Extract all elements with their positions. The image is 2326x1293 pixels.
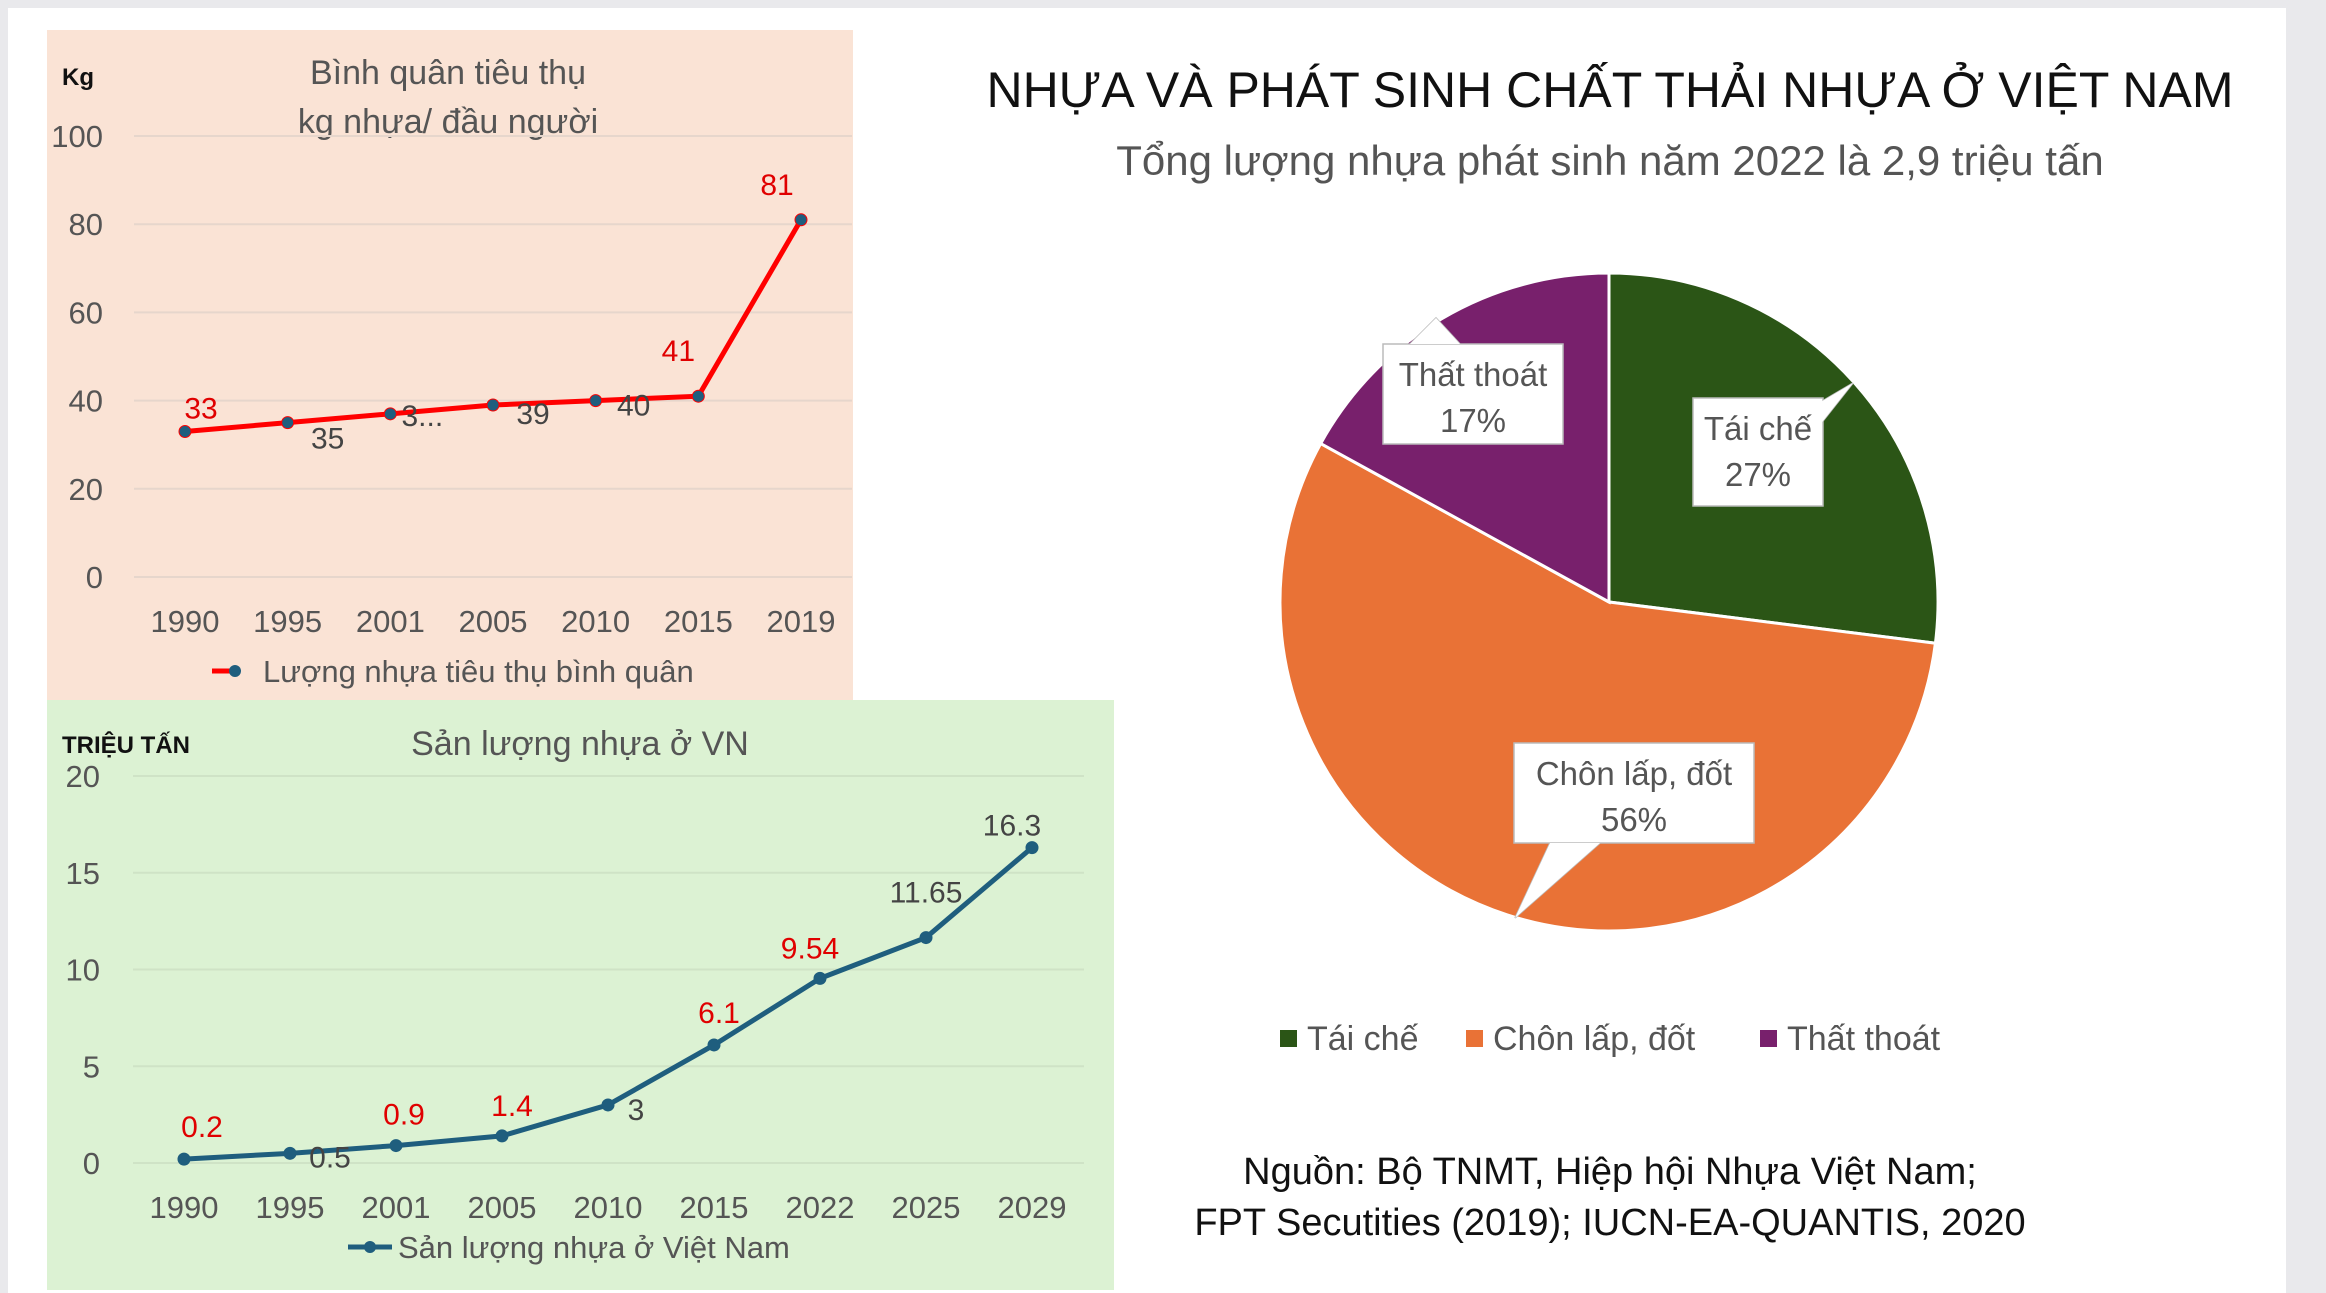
consumption-data-label: 35 <box>311 423 344 456</box>
consumption-data-point <box>486 398 500 412</box>
consumption-title-line2: kg nhựa/ đầu người <box>298 103 598 141</box>
consumption-x-tick-label: 1990 <box>151 604 220 639</box>
consumption-x-tick-label: 2010 <box>561 604 630 639</box>
consumption-data-label: 41 <box>662 335 695 368</box>
pie-callout-box <box>1513 742 1755 844</box>
consumption-data-label: 33 <box>184 392 217 425</box>
consumption-data-point <box>383 407 397 421</box>
consumption-y-tick-label: 80 <box>69 207 103 242</box>
consumption-y-tick-label: 60 <box>69 295 103 330</box>
callout-pointer-fill <box>1515 843 1600 918</box>
source-line-2: FPT Secutities (2019); IUCN-EA-QUANTIS, … <box>1194 1202 2025 1244</box>
production-title: Sản lượng nhựa ở VN <box>411 725 749 763</box>
pie-legend-label: Chôn lấp, đốt <box>1493 1020 1696 1058</box>
main-title: NHỰA VÀ PHÁT SINH CHẤT THẢI NHỰA Ở VIỆT … <box>986 61 2233 118</box>
production-x-tick-label: 1990 <box>150 1190 219 1225</box>
consumption-y-unit: Kg <box>62 64 94 91</box>
consumption-data-label: 39 <box>516 398 549 431</box>
production-chart-bg <box>47 700 1114 1290</box>
production-data-point <box>707 1038 721 1052</box>
pie-callout-box <box>1382 343 1564 445</box>
production-data-label: 16.3 <box>983 810 1041 843</box>
production-y-unit: TRIỆU TẤN <box>62 731 190 759</box>
production-y-tick-label: 0 <box>83 1146 100 1181</box>
callout-pointer-fill <box>1790 383 1853 440</box>
production-data-label: 1.4 <box>491 1090 533 1123</box>
pie-legend-label: Thất thoát <box>1787 1020 1941 1058</box>
consumption-data-point <box>281 416 295 430</box>
production-data-label: 9.54 <box>781 932 839 965</box>
production-data-label: 0.2 <box>181 1111 223 1144</box>
pie-callout-percent: 27% <box>1725 456 1791 493</box>
production-x-tick-label: 2001 <box>362 1190 431 1225</box>
consumption-y-tick-label: 20 <box>69 472 103 507</box>
pie-legend-swatch <box>1466 1030 1483 1047</box>
consumption-x-tick-label: 1995 <box>253 604 322 639</box>
production-data-point <box>389 1139 403 1153</box>
production-data-point <box>1025 841 1039 855</box>
consumption-data-point <box>178 424 192 438</box>
production-legend-marker <box>364 1241 376 1253</box>
pie-callout-name: Chôn lấp, đốt <box>1536 755 1732 792</box>
production-x-tick-label: 2025 <box>892 1190 961 1225</box>
production-y-tick-label: 10 <box>66 953 100 988</box>
pie-callout-percent: 17% <box>1440 402 1506 439</box>
consumption-chart: Kg Bình quân tiêu thụ kg nhựa/ đầu người… <box>51 54 852 689</box>
production-x-tick-label: 2022 <box>786 1190 855 1225</box>
production-data-point <box>283 1146 297 1160</box>
consumption-x-tick-label: 2015 <box>664 604 733 639</box>
production-chart: TRIỆU TẤN Sản lượng nhựa ở VN Sản lượng … <box>62 725 1084 1265</box>
production-legend-label: Sản lượng nhựa ở Việt Nam <box>398 1230 790 1265</box>
consumption-data-label: 81 <box>760 169 793 202</box>
consumption-title-line1: Bình quân tiêu thụ <box>310 54 586 92</box>
production-data-label: 0.9 <box>383 1099 425 1132</box>
pie-legend-swatch <box>1280 1030 1297 1047</box>
pie-callout-percent: 56% <box>1601 801 1667 838</box>
consumption-data-point <box>589 394 603 408</box>
consumption-legend-label: Lượng nhựa tiêu thụ bình quân <box>263 654 694 689</box>
pie-title: Tổng lượng nhựa phát sinh năm 2022 là 2,… <box>1116 137 2103 184</box>
callout-pointer-fill <box>1410 318 1460 344</box>
pie-legend-label: Tái chế <box>1307 1020 1419 1058</box>
consumption-legend-marker <box>229 665 241 677</box>
consumption-x-tick-label: 2019 <box>767 604 836 639</box>
production-data-point <box>601 1098 615 1112</box>
pie-slice-2 <box>1278 441 1938 933</box>
production-y-tick-label: 20 <box>66 759 100 794</box>
production-data-label: 0.5 <box>309 1141 351 1174</box>
source-line-1: Nguồn: Bộ TNMT, Hiệp hội Nhựa Việt Nam; <box>1243 1151 1977 1193</box>
production-data-label: 11.65 <box>890 877 963 910</box>
consumption-data-point <box>691 389 705 403</box>
production-data-label: 6.1 <box>698 997 740 1030</box>
consumption-y-tick-label: 100 <box>51 119 103 154</box>
production-y-tick-label: 15 <box>66 856 100 891</box>
production-x-tick-label: 2029 <box>998 1190 1067 1225</box>
pie-callout-name: Tái chế <box>1704 410 1812 447</box>
production-x-tick-label: 2005 <box>468 1190 537 1225</box>
production-data-point <box>813 971 827 985</box>
production-data-point <box>495 1129 509 1143</box>
production-x-tick-label: 2010 <box>574 1190 643 1225</box>
consumption-x-tick-label: 2001 <box>356 604 425 639</box>
consumption-x-tick-label: 2005 <box>459 604 528 639</box>
consumption-data-point <box>794 213 808 227</box>
production-data-point <box>177 1152 191 1166</box>
production-x-tick-label: 1995 <box>256 1190 325 1225</box>
consumption-y-tick-label: 40 <box>69 384 103 419</box>
production-data-point <box>919 931 933 945</box>
consumption-data-label: 3... <box>401 400 443 433</box>
consumption-y-tick-label: 0 <box>86 560 103 595</box>
production-y-tick-label: 5 <box>83 1049 100 1084</box>
consumption-data-label: 40 <box>617 390 650 423</box>
production-x-tick-label: 2015 <box>680 1190 749 1225</box>
production-data-label: 3 <box>628 1094 645 1127</box>
pie-legend-swatch <box>1760 1030 1777 1047</box>
pie-callout-name: Thất thoát <box>1399 356 1548 393</box>
pie-chart: Tái chế 27% Chôn lấp, đốt 56% Thất thoát 17% T… <box>1278 271 1941 1058</box>
